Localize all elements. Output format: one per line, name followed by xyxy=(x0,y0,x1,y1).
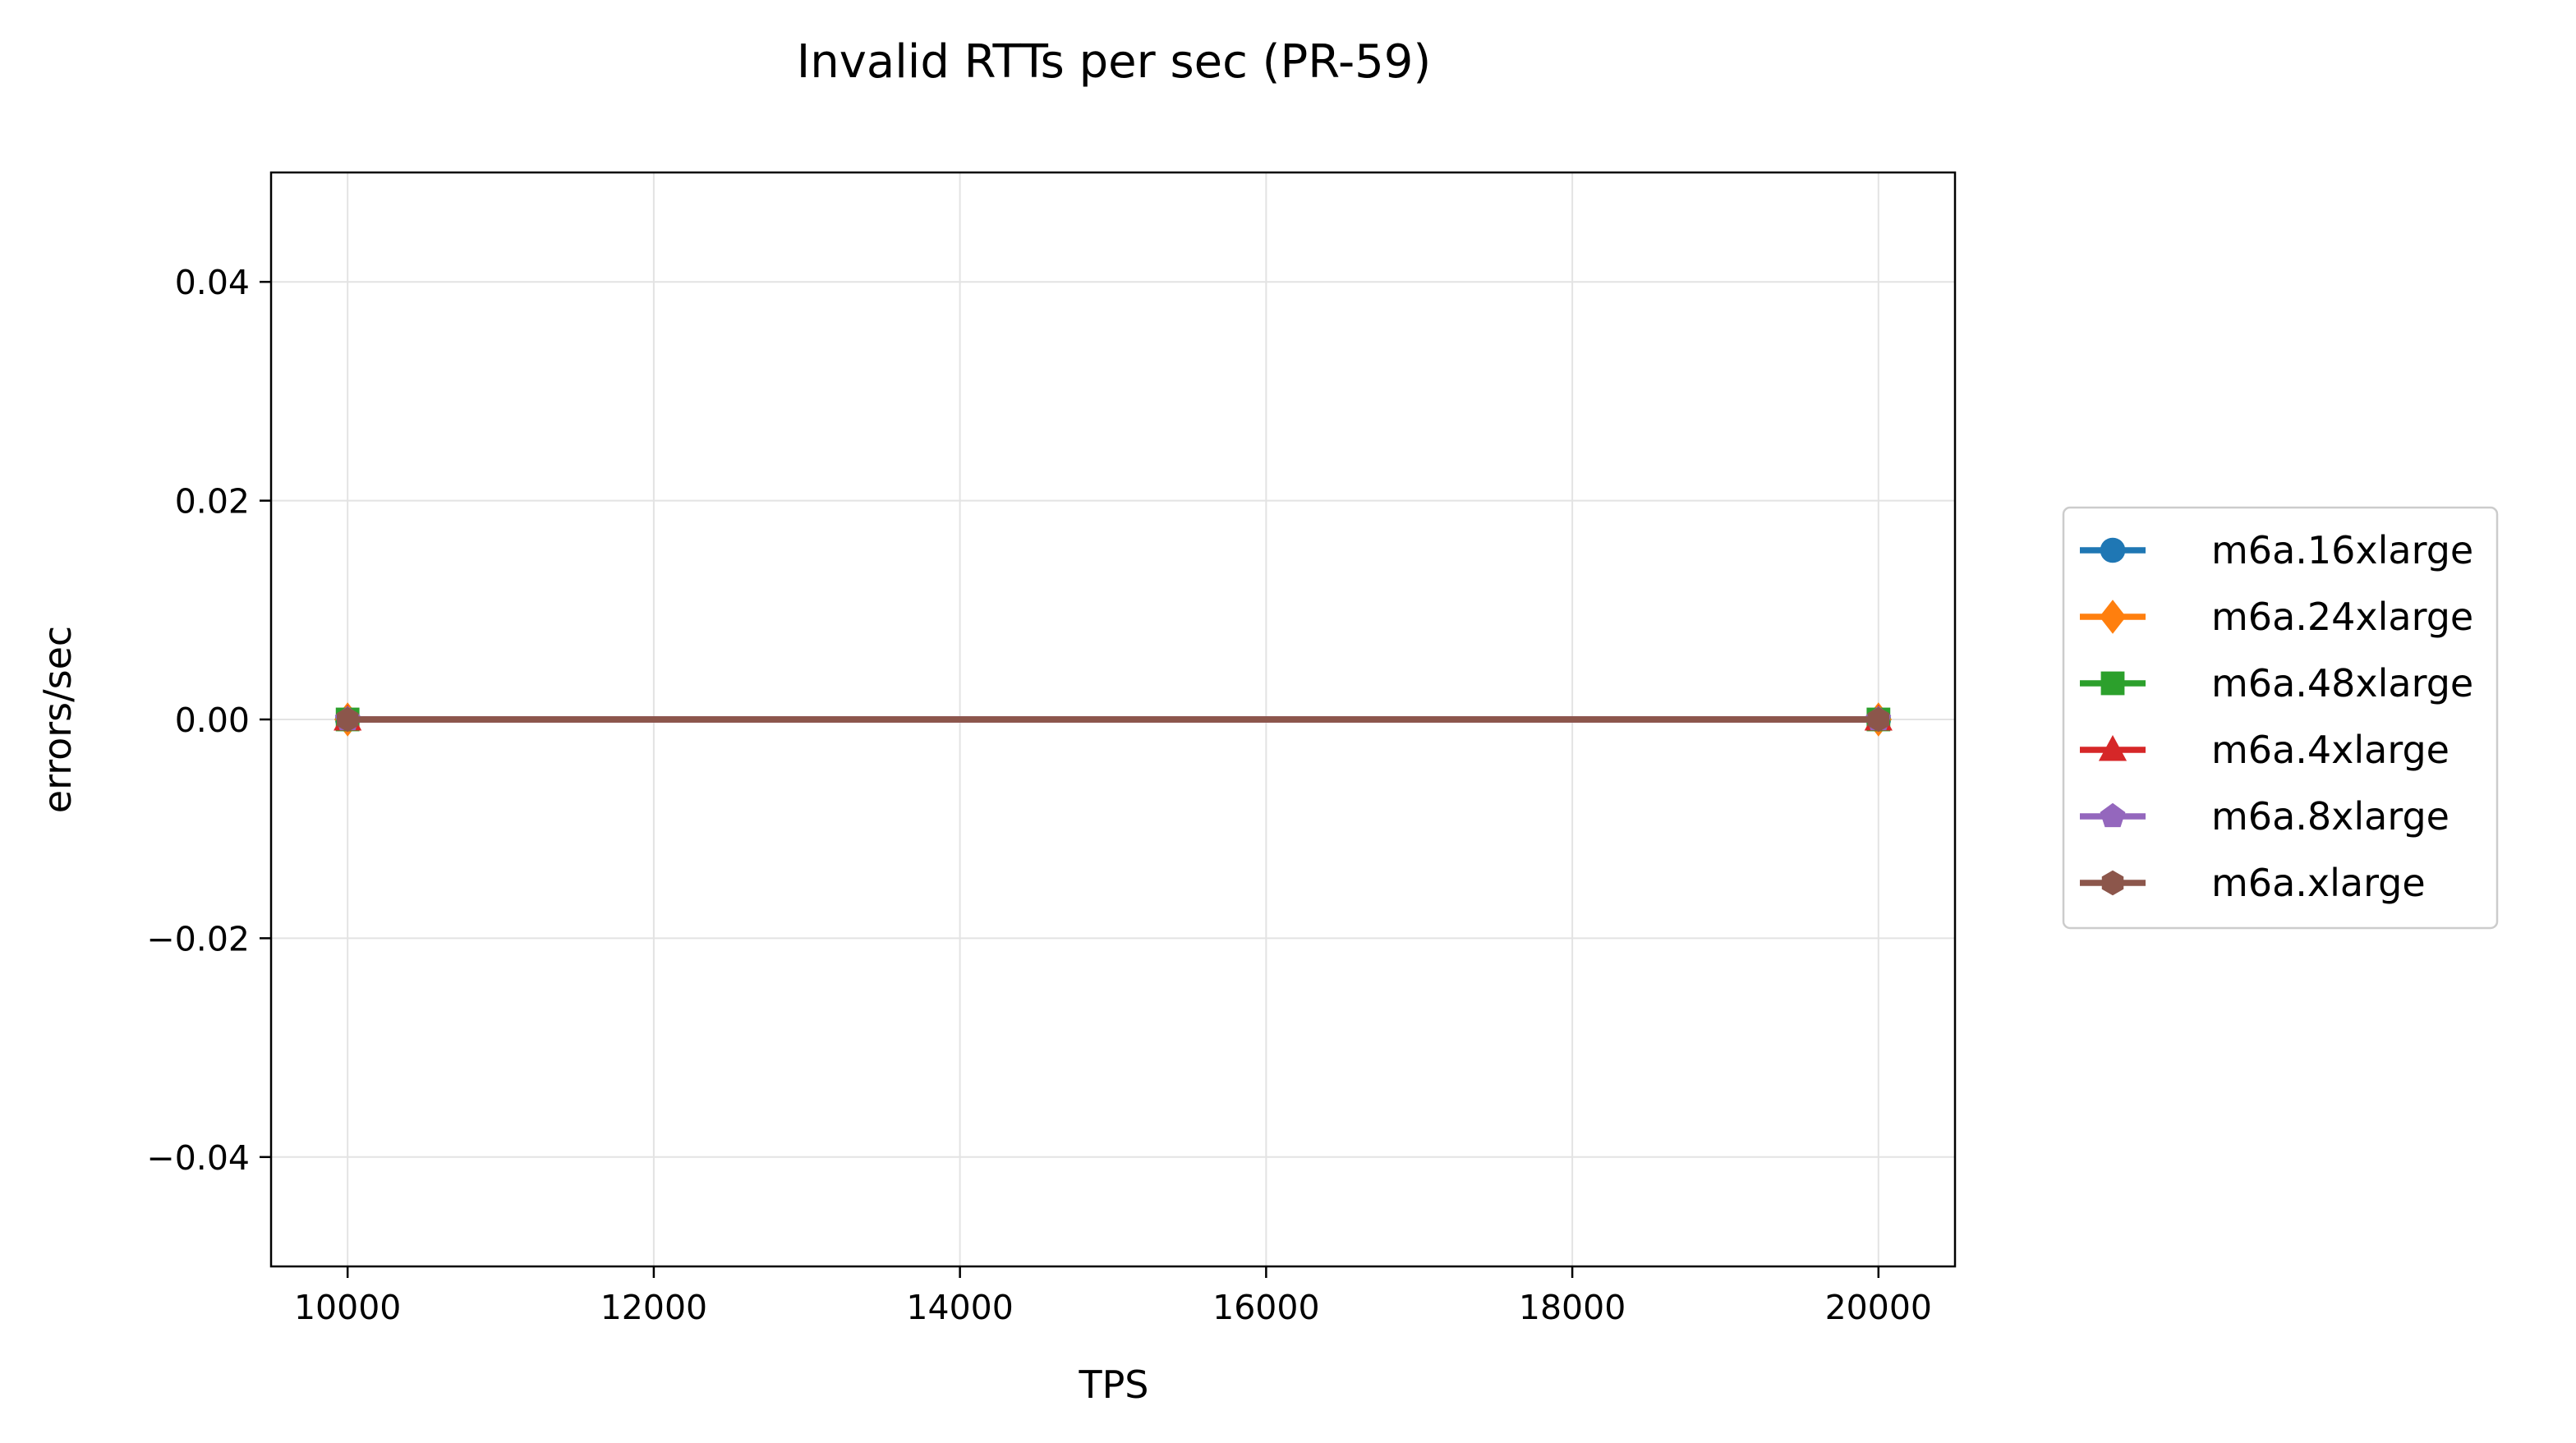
legend-marker xyxy=(2099,600,2127,634)
legend-entry: m6a.48xlarge xyxy=(2080,661,2473,705)
x-tick-label: 18000 xyxy=(1519,1288,1626,1327)
legend-label: m6a.4xlarge xyxy=(2211,728,2450,772)
x-tick-label: 10000 xyxy=(294,1288,401,1327)
x-tick-label: 12000 xyxy=(600,1288,707,1327)
data-point xyxy=(336,706,359,733)
legend-entry: m6a.8xlarge xyxy=(2080,794,2450,839)
y-axis-title: errors/sec xyxy=(35,626,80,813)
legend-label: m6a.8xlarge xyxy=(2211,794,2450,839)
ticks: 10000 12000 14000 16000 18000 20000 −0.04 −0.02… xyxy=(146,263,1932,1327)
legend: m6a.16xlarge m6a.24xlarge m6a.48xlarge m6a.… xyxy=(2062,506,2499,930)
series-m6a-xlarge xyxy=(336,706,1890,733)
legend-label: m6a.16xlarge xyxy=(2211,528,2473,572)
y-tick-label: 0.02 xyxy=(175,482,250,522)
y-tick-label: −0.02 xyxy=(146,919,250,958)
chart-title: Invalid RTTs per sec (PR-59) xyxy=(797,35,1432,89)
x-axis-title: TPS xyxy=(1078,1363,1148,1407)
legend-marker xyxy=(2101,870,2124,896)
y-tick-label: 0.04 xyxy=(175,263,250,302)
x-tick-label: 16000 xyxy=(1212,1288,1319,1327)
data-point xyxy=(1867,706,1890,733)
series-layer xyxy=(334,702,1893,737)
legend-label: m6a.xlarge xyxy=(2211,861,2426,905)
legend-marker xyxy=(2100,671,2125,696)
legend-entry: m6a.4xlarge xyxy=(2080,728,2450,772)
legend-frame xyxy=(2062,506,2499,930)
y-tick-label: 0.00 xyxy=(175,701,250,740)
legend-marker xyxy=(2100,802,2126,828)
legend-marker xyxy=(2100,537,2126,563)
legend-entry: m6a.24xlarge xyxy=(2080,595,2473,639)
legend-entry: m6a.16xlarge xyxy=(2080,528,2473,572)
legend-entry: m6a.xlarge xyxy=(2080,861,2426,905)
x-tick-label: 20000 xyxy=(1825,1288,1932,1327)
legend-marker xyxy=(2098,735,2128,761)
x-tick-label: 14000 xyxy=(906,1288,1013,1327)
y-tick-label: −0.04 xyxy=(146,1138,250,1178)
legend-label: m6a.48xlarge xyxy=(2211,661,2473,705)
legend-label: m6a.24xlarge xyxy=(2211,595,2473,639)
